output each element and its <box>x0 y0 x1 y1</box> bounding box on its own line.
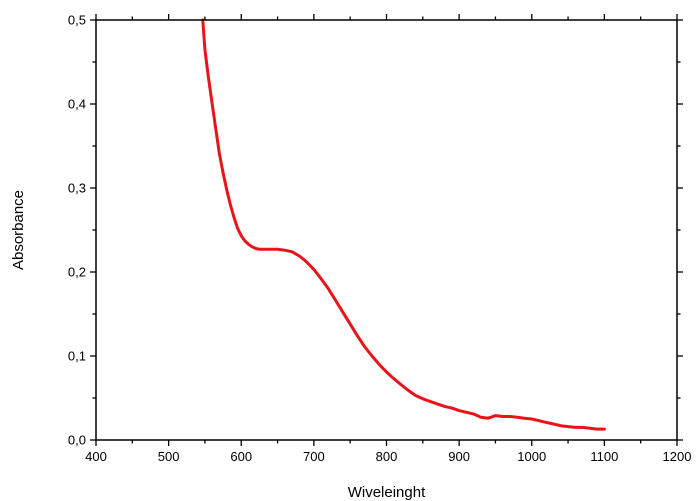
axis-ticks <box>90 14 683 446</box>
x-tick-label: 700 <box>303 449 325 464</box>
x-tick-label: 1100 <box>590 449 618 464</box>
x-tick-label: 1000 <box>517 449 546 464</box>
series-line-absorbance <box>201 18 606 431</box>
y-tick-label: 0,5 <box>68 13 86 28</box>
y-tick-label: 0,0 <box>68 433 86 448</box>
y-tick-label: 0,3 <box>68 181 86 196</box>
x-tick-label: 900 <box>448 449 470 464</box>
x-tick-label: 1200 <box>663 449 692 464</box>
x-tick-label: 400 <box>85 449 107 464</box>
y-tick-label: 0,2 <box>68 265 86 280</box>
x-axis-title: Wiveleinght <box>348 484 426 501</box>
y-tick-label: 0,4 <box>68 97 86 112</box>
x-tick-label: 600 <box>230 449 252 464</box>
y-tick-label: 0,1 <box>68 349 86 364</box>
x-tick-label: 500 <box>158 449 180 464</box>
y-axis-title: Absorbance <box>10 190 27 270</box>
plot-frame <box>95 19 678 441</box>
x-tick-label: 800 <box>376 449 398 464</box>
tick-labels: 400 500 600 700 800 900 1000 1100 1200 0,0 0,1 0,2 0… <box>68 13 692 465</box>
